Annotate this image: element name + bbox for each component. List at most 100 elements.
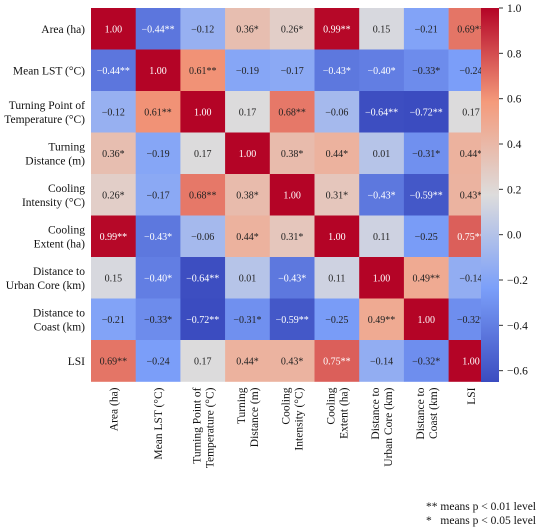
cell-value-label: 0.36* <box>102 149 125 160</box>
heatmap-cell <box>269 174 315 216</box>
cell-value-label: 1.00 <box>149 66 167 77</box>
heatmap-cell <box>225 215 271 258</box>
note-single-star: * means p < 0.05 level <box>426 515 536 527</box>
heatmap-cell <box>180 132 226 175</box>
cell-value-label: −0.43* <box>278 273 306 284</box>
cell-value-label: 0.44* <box>326 149 349 160</box>
cell-value-label: −0.31* <box>233 315 261 326</box>
cell-value-label: −0.21 <box>415 24 438 35</box>
cell-value-label: −0.14 <box>370 356 393 367</box>
cell-value-label: 0.68** <box>189 190 217 201</box>
cell-value-label: 0.43* <box>460 190 483 201</box>
row-label: Turning Distance (m) <box>25 141 85 167</box>
heatmap-cell <box>91 49 136 92</box>
cell-value-label: 0.99** <box>100 232 128 243</box>
heatmap-cell <box>269 49 315 92</box>
cell-value-label: 0.61** <box>144 107 172 118</box>
heatmap-cell <box>91 340 136 382</box>
cell-value-label: −0.32* <box>457 315 485 326</box>
cell-value-label: 1.00 <box>373 273 391 284</box>
cell-value-label: 0.17 <box>462 107 480 118</box>
row-label: Distance to Coast (km) <box>33 307 85 333</box>
row-label: Turning Point of Temperature (°C) <box>4 100 85 126</box>
heatmap-cell <box>269 257 315 299</box>
heatmap-cell <box>403 340 449 382</box>
colorbar-tick-label: 0.8 <box>507 48 522 60</box>
colorbar-tick-label: −0.2 <box>507 275 528 287</box>
column-label: Turning Point ofTemperature (°C) <box>191 387 216 468</box>
colorbar-tick-label: 0.6 <box>507 94 522 106</box>
column-label: CoolingExtent (ha) <box>325 387 350 439</box>
heatmap-cell <box>403 174 449 216</box>
cell-value-label: −0.25 <box>415 232 438 243</box>
colorbar-tick-label: −0.4 <box>507 320 528 332</box>
heatmap-cell <box>135 8 181 50</box>
heatmap-cell <box>91 298 136 341</box>
cell-value-label: −0.44** <box>97 66 130 77</box>
cell-value-label: −0.72** <box>186 315 219 326</box>
heatmap-cell <box>359 340 405 382</box>
heatmap-cell <box>359 49 405 92</box>
heatmap-cell <box>180 257 226 299</box>
heatmap-cell <box>135 91 181 133</box>
heatmap-cell <box>269 215 315 258</box>
cell-value-label: 0.44* <box>236 232 259 243</box>
cell-value-label: 0.26* <box>281 24 304 35</box>
heatmap-cell <box>225 132 271 175</box>
cell-value-label: −0.17 <box>146 190 169 201</box>
cell-value-label: −0.19 <box>146 149 169 160</box>
heatmap-cell <box>91 215 136 258</box>
cell-value-label: −0.40* <box>144 273 172 284</box>
row-label: Mean LST (°C) <box>13 65 85 77</box>
cell-value-label: 0.01 <box>239 273 257 284</box>
heatmap-cell <box>403 298 449 341</box>
heatmap-cell <box>225 298 271 341</box>
cell-value-label: 0.26* <box>102 190 125 201</box>
cell-value-label: −0.12 <box>191 24 214 35</box>
row-label: Cooling Extent (ha) <box>34 224 86 250</box>
cell-value-label: −0.25 <box>325 315 348 326</box>
cell-value-label: 0.69** <box>100 356 128 367</box>
cell-value-label: 0.15 <box>105 273 123 284</box>
cell-value-label: 1.00 <box>328 232 346 243</box>
colorbar-tick-label: 1.0 <box>507 3 522 15</box>
cell-value-label: −0.24 <box>146 356 169 367</box>
cell-value-label: 0.36* <box>236 24 259 35</box>
heatmap-cell <box>269 91 315 133</box>
note-double-star: ** means p < 0.01 level <box>426 501 536 513</box>
heatmap-cell <box>403 91 449 133</box>
heatmap-cell <box>225 8 271 50</box>
heatmap-cell <box>135 298 181 341</box>
cell-value-label: 0.49** <box>368 315 396 326</box>
row-label: Cooling Intensity (°C) <box>22 183 85 209</box>
column-label: Mean LST (°C) <box>153 387 165 459</box>
heatmap-cell <box>180 8 226 50</box>
heatmap-cell <box>91 257 136 299</box>
cell-value-label: 0.11 <box>328 273 345 284</box>
heatmap-cell <box>269 298 315 341</box>
heatmap-cell <box>135 257 181 299</box>
heatmap-cell <box>314 340 360 382</box>
heatmap-cell <box>225 91 271 133</box>
cell-value-label: −0.17 <box>281 66 304 77</box>
heatmap-cell <box>314 8 360 50</box>
cell-value-label: 0.38* <box>281 149 304 160</box>
colorbar-tick-label: 0.4 <box>507 139 522 151</box>
cell-value-label: 0.11 <box>373 232 390 243</box>
cell-value-label: 1.00 <box>418 315 436 326</box>
heatmap-cell <box>135 340 181 382</box>
heatmap-cell <box>225 340 271 382</box>
cell-value-label: 0.17 <box>194 149 212 160</box>
cell-value-label: −0.64** <box>186 273 219 284</box>
cell-value-label: −0.59** <box>410 190 443 201</box>
heatmap-cell <box>314 132 360 175</box>
cell-value-label: 0.69** <box>457 24 485 35</box>
cell-value-label: 0.75** <box>323 356 351 367</box>
cell-value-label: −0.21 <box>102 315 125 326</box>
column-labels: Area (ha) Mean LST (°C) Turning Point ofTe… <box>108 387 478 468</box>
column-label: Distance toUrban Core (km) <box>370 387 395 466</box>
row-label: Distance to Urban Core (km) <box>6 266 85 292</box>
row-label: Area (ha) <box>41 24 85 36</box>
cell-value-label: −0.06 <box>325 107 348 118</box>
heatmap-cell <box>269 132 315 175</box>
